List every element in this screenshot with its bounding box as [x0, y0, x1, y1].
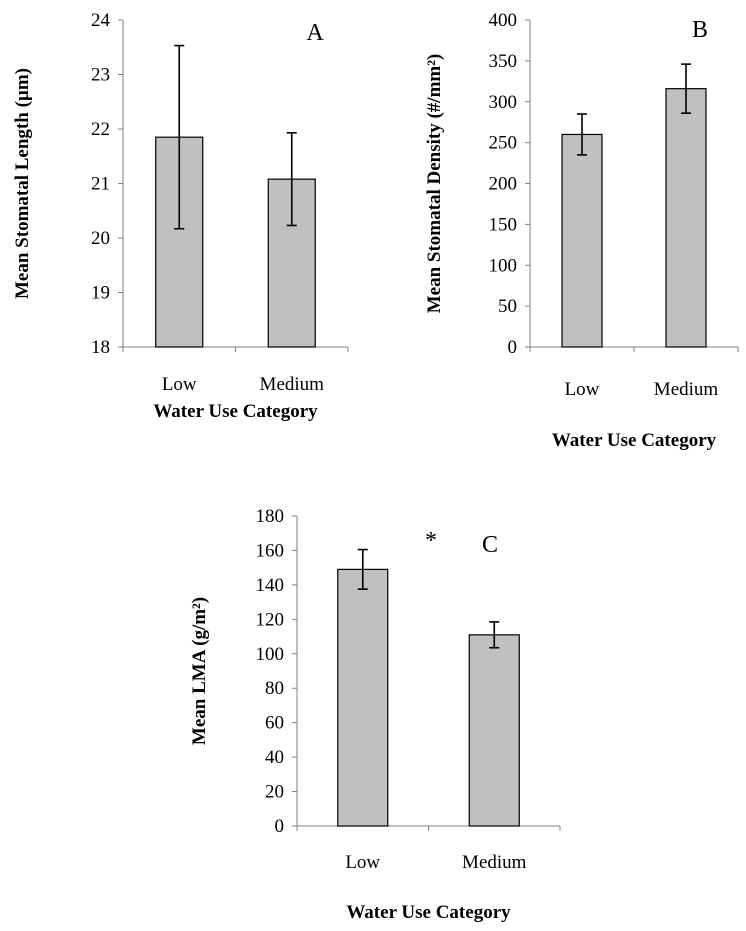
- y-tick-label: 18: [91, 337, 110, 358]
- y-tick-label: 200: [489, 174, 518, 195]
- y-axis-title: Mean Stomatal Length (µm): [12, 68, 33, 299]
- y-tick-label: 0: [508, 337, 518, 358]
- x-category-label: Low: [345, 852, 380, 873]
- y-axis-title: Mean LMA (g/m²): [189, 597, 210, 745]
- panel-label: B: [692, 17, 708, 43]
- y-tick-label: 60: [265, 713, 284, 734]
- x-category-label: Medium: [462, 852, 527, 873]
- y-tick-label: 250: [489, 133, 518, 154]
- bar-low: [337, 568, 389, 827]
- y-axis-title: Mean Stomatal Density (#/mm²): [424, 54, 445, 314]
- x-axis-title: Water Use Category: [552, 430, 717, 451]
- y-tick-label: 21: [91, 174, 110, 195]
- x-axis-title: Water Use Category: [153, 401, 318, 422]
- significance-asterisk: *: [425, 528, 437, 554]
- x-category-label: Low: [162, 374, 197, 395]
- y-tick-label: 150: [489, 214, 518, 235]
- y-tick-label: 22: [91, 119, 110, 140]
- x-axis-title: Water Use Category: [346, 902, 511, 923]
- y-tick-label: 300: [489, 92, 518, 113]
- y-tick-label: 23: [91, 65, 110, 86]
- y-tick-label: 19: [91, 283, 110, 304]
- x-category-label: Low: [565, 379, 600, 400]
- chart-panel-b: 0 50 100 150 200 250 300 350 400 Low Medium Mean St…: [424, 10, 739, 451]
- y-tick-label: 140: [256, 575, 285, 596]
- bar-medium: [665, 88, 707, 348]
- chart-panel-a: 18 19 20 21 22 23 24 Low Medium Mean Stomatal Len…: [12, 10, 349, 422]
- y-tick-label: 50: [498, 296, 517, 317]
- y-tick-label: 160: [256, 540, 285, 561]
- y-tick-label: 20: [265, 782, 284, 803]
- y-tick-label: 20: [91, 228, 110, 249]
- y-tick-label: 100: [256, 644, 285, 665]
- y-tick-label: 120: [256, 609, 285, 630]
- y-tick-label: 40: [265, 747, 284, 768]
- y-tick-label: 400: [489, 10, 518, 31]
- panel-label: C: [482, 532, 498, 558]
- bar-medium: [468, 634, 520, 827]
- y-tick-label: 350: [489, 51, 518, 72]
- y-tick-label: 24: [91, 10, 111, 31]
- y-tick-label: 100: [489, 255, 518, 276]
- bar-low: [561, 133, 603, 348]
- x-category-label: Medium: [260, 374, 325, 395]
- x-category-label: Medium: [654, 379, 719, 400]
- panel-label: A: [306, 20, 324, 46]
- y-tick-label: 180: [256, 506, 285, 527]
- chart-panel-c: 0 20 40 60 80 100 120 140 160 180 Low Medium Mean LM…: [189, 506, 561, 923]
- y-tick-label: 0: [275, 816, 285, 837]
- y-tick-label: 80: [265, 678, 284, 699]
